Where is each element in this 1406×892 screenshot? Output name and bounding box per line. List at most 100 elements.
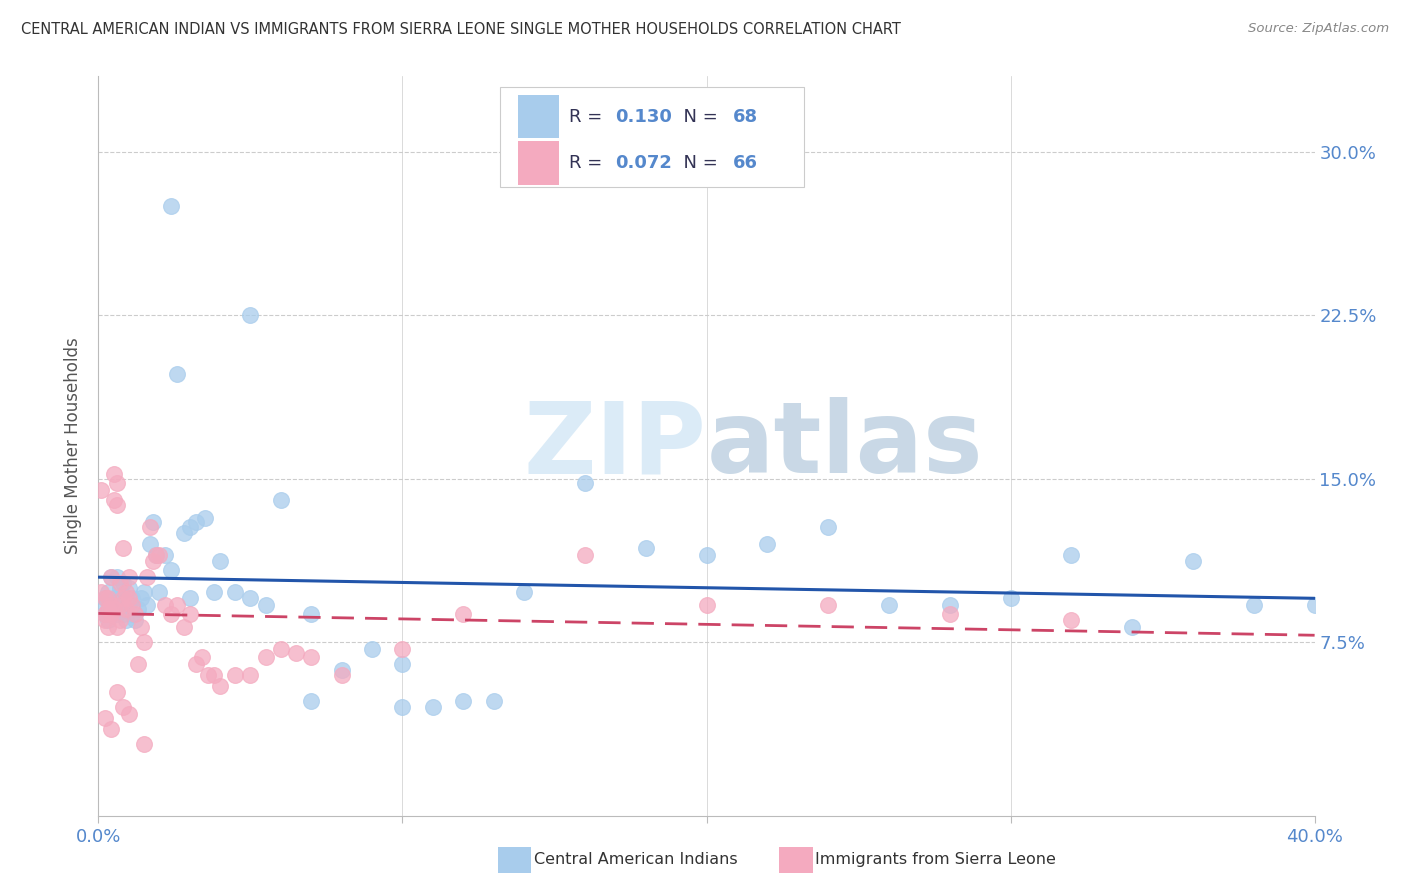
Point xyxy=(224,667,246,681)
Point xyxy=(127,602,149,616)
Text: CENTRAL AMERICAN INDIAN VS IMMIGRANTS FROM SIERRA LEONE SINGLE MOTHER HOUSEHOLDS: CENTRAL AMERICAN INDIAN VS IMMIGRANTS FR… xyxy=(21,22,901,37)
Point xyxy=(96,613,118,627)
Point xyxy=(96,602,118,616)
Point xyxy=(136,598,159,612)
Point xyxy=(93,613,115,627)
Point xyxy=(453,694,475,708)
Text: N =: N = xyxy=(672,108,724,126)
Point xyxy=(100,722,122,736)
Point xyxy=(108,613,131,627)
Point xyxy=(114,602,136,616)
Point xyxy=(148,548,170,562)
Point xyxy=(118,581,141,595)
Point xyxy=(756,537,779,551)
Point xyxy=(330,667,353,681)
Point xyxy=(105,498,128,512)
Point xyxy=(194,511,217,525)
FancyBboxPatch shape xyxy=(499,87,804,187)
Point xyxy=(90,598,112,612)
Point xyxy=(132,737,155,751)
Point xyxy=(299,650,322,665)
Point xyxy=(132,585,155,599)
Point xyxy=(103,493,125,508)
Point xyxy=(184,515,207,529)
Point xyxy=(121,598,143,612)
Point xyxy=(114,585,136,599)
Point xyxy=(160,563,183,577)
Point xyxy=(173,526,195,541)
Point xyxy=(132,635,155,649)
Point xyxy=(129,620,152,634)
FancyBboxPatch shape xyxy=(517,95,560,138)
Point xyxy=(90,585,112,599)
Point xyxy=(103,591,125,606)
Point xyxy=(155,548,177,562)
Text: atlas: atlas xyxy=(707,398,983,494)
Point xyxy=(939,607,962,621)
Point xyxy=(270,493,292,508)
Text: R =: R = xyxy=(569,108,607,126)
Point xyxy=(139,537,162,551)
Point xyxy=(118,591,141,606)
Point xyxy=(877,598,900,612)
Point xyxy=(160,199,183,213)
Point xyxy=(118,569,141,583)
Point xyxy=(90,483,112,497)
Point xyxy=(179,607,201,621)
Point xyxy=(361,641,384,656)
Point xyxy=(209,554,232,568)
Point xyxy=(634,541,657,556)
Point xyxy=(224,585,246,599)
Point xyxy=(139,519,162,533)
Point xyxy=(574,548,596,562)
Point xyxy=(142,515,165,529)
Point xyxy=(129,591,152,606)
Point xyxy=(299,607,322,621)
Text: 66: 66 xyxy=(734,153,758,172)
Point xyxy=(166,598,188,612)
Point xyxy=(121,607,143,621)
Point xyxy=(422,700,444,714)
Point xyxy=(239,591,262,606)
Point xyxy=(124,607,146,621)
Point xyxy=(108,591,131,606)
Point xyxy=(696,598,718,612)
Point xyxy=(197,667,219,681)
Point xyxy=(1060,548,1083,562)
Point xyxy=(114,613,136,627)
Point xyxy=(108,598,131,612)
Point xyxy=(103,602,125,616)
Point xyxy=(127,657,149,671)
Text: Source: ZipAtlas.com: Source: ZipAtlas.com xyxy=(1249,22,1389,36)
Point xyxy=(453,607,475,621)
Text: 0.130: 0.130 xyxy=(616,108,672,126)
Point xyxy=(124,613,146,627)
Point xyxy=(817,598,839,612)
Point xyxy=(100,598,122,612)
Point xyxy=(391,700,413,714)
Point xyxy=(111,607,134,621)
Text: N =: N = xyxy=(672,153,724,172)
Point xyxy=(254,650,277,665)
Point xyxy=(108,581,131,595)
Point xyxy=(114,591,136,606)
Point xyxy=(1303,598,1326,612)
Point xyxy=(93,591,115,606)
Point xyxy=(1060,613,1083,627)
Point xyxy=(121,591,143,606)
Point xyxy=(160,607,183,621)
Point xyxy=(118,706,141,721)
Point xyxy=(285,646,308,660)
Text: ZIP: ZIP xyxy=(523,398,707,494)
Point xyxy=(103,602,125,616)
Point xyxy=(145,548,167,562)
Y-axis label: Single Mother Households: Single Mother Households xyxy=(65,338,83,554)
Point xyxy=(330,663,353,677)
Point xyxy=(191,650,214,665)
Point xyxy=(1121,620,1143,634)
Text: 0.072: 0.072 xyxy=(616,153,672,172)
Point xyxy=(96,591,118,606)
Point xyxy=(696,548,718,562)
Point xyxy=(93,591,115,606)
Point xyxy=(209,679,232,693)
